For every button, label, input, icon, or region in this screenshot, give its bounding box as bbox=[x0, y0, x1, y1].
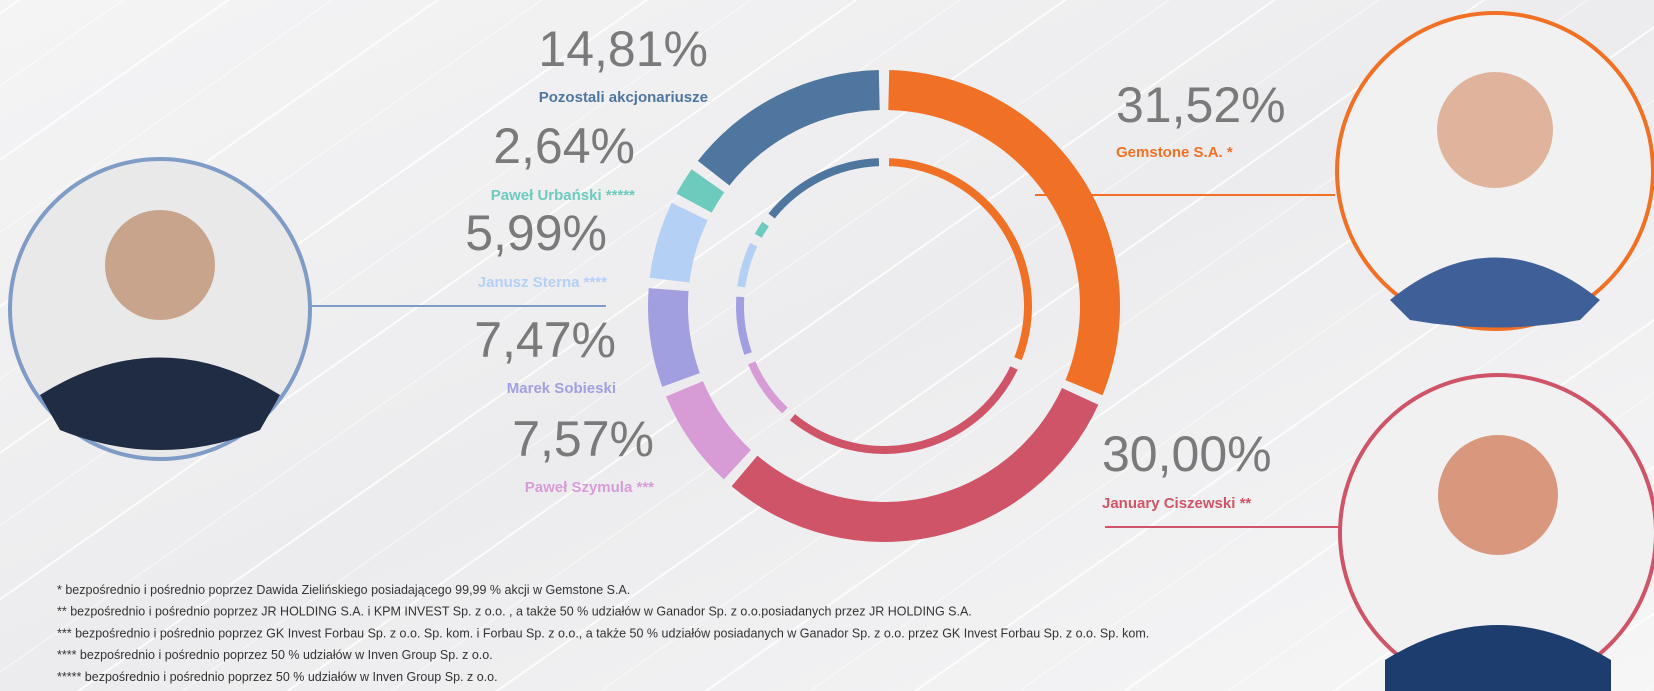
value-label: 2,64% bbox=[493, 118, 635, 174]
footnote: ***** bezpośrednio i pośrednio poprzez 5… bbox=[57, 670, 498, 684]
value-label: 7,47% bbox=[474, 312, 616, 368]
value-label: 31,52% bbox=[1116, 77, 1286, 133]
value-label: 7,57% bbox=[512, 411, 654, 467]
value-label: 14,81% bbox=[538, 21, 708, 77]
category-label: Janusz Sterna **** bbox=[478, 274, 607, 291]
value-label: 5,99% bbox=[465, 205, 607, 261]
category-label: Marek Sobieski bbox=[507, 380, 616, 397]
footnote: **** bezpośrednio i pośrednio poprzez 50… bbox=[57, 648, 493, 662]
photo bbox=[1337, 13, 1653, 329]
chart: 31,52% Gemstone S.A. * 30,00% January Cisze… bbox=[0, 0, 1654, 691]
category-label: January Ciszewski ** bbox=[1102, 495, 1251, 512]
photo bbox=[10, 159, 310, 459]
value-label: 30,00% bbox=[1102, 426, 1272, 482]
footnote: *** bezpośrednio i pośrednio poprzez GK … bbox=[57, 626, 1149, 640]
category-label: Pozostali akcjonariusze bbox=[539, 89, 708, 106]
footnote: * bezpośrednio i pośrednio poprzez Dawid… bbox=[57, 583, 630, 597]
category-label: Paweł Szymula *** bbox=[525, 479, 654, 496]
footnote: ** bezpośrednio i pośrednio poprzez JR H… bbox=[57, 605, 972, 619]
category-label: Gemstone S.A. * bbox=[1116, 144, 1233, 161]
category-label: Paweł Urbański ***** bbox=[491, 187, 635, 204]
photo bbox=[1340, 375, 1654, 691]
